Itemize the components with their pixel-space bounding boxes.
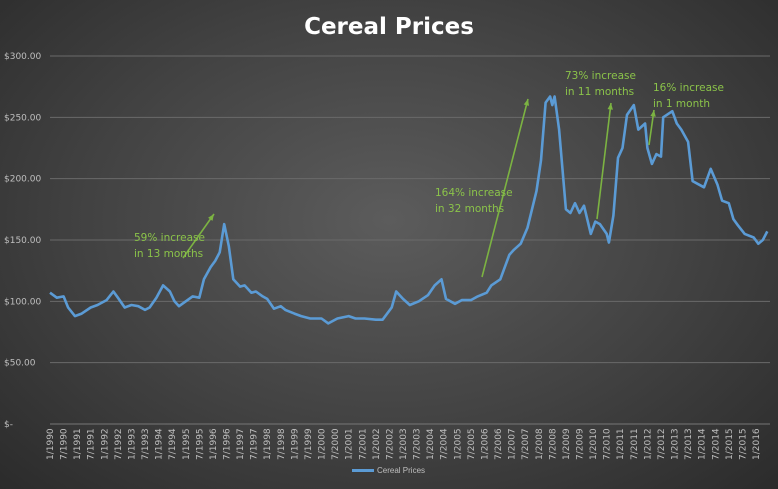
x-tick-label: 1/2001 xyxy=(345,428,355,460)
annotation-arrow xyxy=(481,98,529,278)
x-tick-label: 7/1993 xyxy=(141,428,151,460)
x-tick-label: 7/2009 xyxy=(576,428,586,460)
annotation-text: in 13 months xyxy=(134,248,203,260)
x-tick-label: 1/2006 xyxy=(480,428,490,460)
x-tick-label: 1/2014 xyxy=(698,428,708,460)
y-tick-label: $50.00 xyxy=(4,359,36,369)
x-tick-label: 1/2008 xyxy=(535,428,545,460)
annotation-text: 16% increase xyxy=(653,82,724,94)
x-tick-label: 1/2010 xyxy=(589,428,599,460)
x-tick-label: 1/1997 xyxy=(236,428,246,460)
arrow-head-icon xyxy=(607,103,613,110)
y-tick-label: $300.00 xyxy=(4,52,41,62)
x-tick-label: 7/1998 xyxy=(277,428,287,460)
x-tick-label: 1/1991 xyxy=(73,428,83,460)
x-tick-label: 1/1993 xyxy=(127,428,137,460)
x-tick-label: 7/1992 xyxy=(114,428,124,460)
x-tick-label: 1/2009 xyxy=(562,428,572,460)
annotation-text: in 1 month xyxy=(653,98,710,110)
x-tick-label: 1/2002 xyxy=(372,428,382,460)
x-tick-label: 1/2004 xyxy=(426,428,436,460)
x-tick-label: 7/1994 xyxy=(168,428,178,460)
x-tick-label: 7/2012 xyxy=(657,428,667,460)
legend: Cereal Prices xyxy=(352,466,425,475)
x-tick-label: 7/2002 xyxy=(385,428,395,460)
x-tick-label: 1/1998 xyxy=(263,428,273,460)
annotation-text: in 11 months xyxy=(565,86,634,98)
x-tick-label: 1/2003 xyxy=(399,428,409,460)
chart-title: Cereal Prices xyxy=(304,14,474,40)
x-tick-label: 7/2011 xyxy=(630,428,640,460)
x-tick-label: 7/2010 xyxy=(603,428,613,460)
x-tick-label: 7/2007 xyxy=(521,428,531,460)
x-tick-label: 1/2011 xyxy=(616,428,626,460)
x-tick-label: 7/2001 xyxy=(358,428,368,460)
arrow-head-icon xyxy=(208,214,214,221)
annotation-text: 164% increase xyxy=(435,187,513,199)
x-tick-label: 7/1991 xyxy=(87,428,97,460)
x-tick-label: 1/2015 xyxy=(725,428,735,460)
arrow-head-icon xyxy=(523,99,530,106)
x-tick-label: 7/1990 xyxy=(60,428,70,460)
x-tick-label: 7/2005 xyxy=(467,428,477,460)
y-tick-label: $- xyxy=(4,420,13,430)
y-tick-label: $150.00 xyxy=(4,236,41,246)
y-tick-label: $250.00 xyxy=(4,113,41,123)
x-tick-label: 7/2000 xyxy=(331,428,341,460)
x-tick-label: 7/1995 xyxy=(195,428,205,460)
annotation-arrow xyxy=(182,213,215,259)
series-line-cereal-prices xyxy=(49,95,769,325)
x-tick-label: 1/2013 xyxy=(671,428,681,460)
annotation-text: 73% increase xyxy=(565,70,636,82)
x-tick-label: 7/2014 xyxy=(711,428,721,460)
annotation-text: in 32 months xyxy=(435,203,504,215)
x-tick-label: 1/2007 xyxy=(508,428,518,460)
x-tick-label: 7/2013 xyxy=(684,428,694,460)
x-tick-label: 1/1995 xyxy=(182,428,192,460)
x-tick-label: 7/2003 xyxy=(413,428,423,460)
x-tick-label: 1/2012 xyxy=(643,428,653,460)
legend-label: Cereal Prices xyxy=(377,466,426,475)
x-tick-label: 1/1994 xyxy=(155,428,165,460)
x-tick-label: 1/2005 xyxy=(453,428,463,460)
x-tick-label: 7/2008 xyxy=(548,428,558,460)
arrow-head-icon xyxy=(650,110,656,117)
annotation-text: 59% increase xyxy=(134,232,205,244)
x-tick-label: 1/1990 xyxy=(46,428,56,460)
y-tick-label: $100.00 xyxy=(4,297,41,307)
x-tick-label: 7/1997 xyxy=(250,428,260,460)
x-tick-label: 7/2015 xyxy=(738,428,748,460)
x-tick-label: 7/1996 xyxy=(223,428,233,460)
x-tick-label: 1/1992 xyxy=(100,428,110,460)
x-tick-label: 1/2000 xyxy=(318,428,328,460)
annotation-arrow xyxy=(596,102,612,220)
x-tick-label: 1/2016 xyxy=(752,428,762,460)
x-tick-label: 7/2006 xyxy=(494,428,504,460)
x-tick-label: 7/2004 xyxy=(440,428,450,460)
y-tick-label: $200.00 xyxy=(4,175,41,185)
legend-swatch xyxy=(352,469,374,472)
x-tick-label: 1/1999 xyxy=(290,428,300,460)
x-tick-label: 7/1999 xyxy=(304,428,314,460)
x-tick-label: 1/1996 xyxy=(209,428,219,460)
